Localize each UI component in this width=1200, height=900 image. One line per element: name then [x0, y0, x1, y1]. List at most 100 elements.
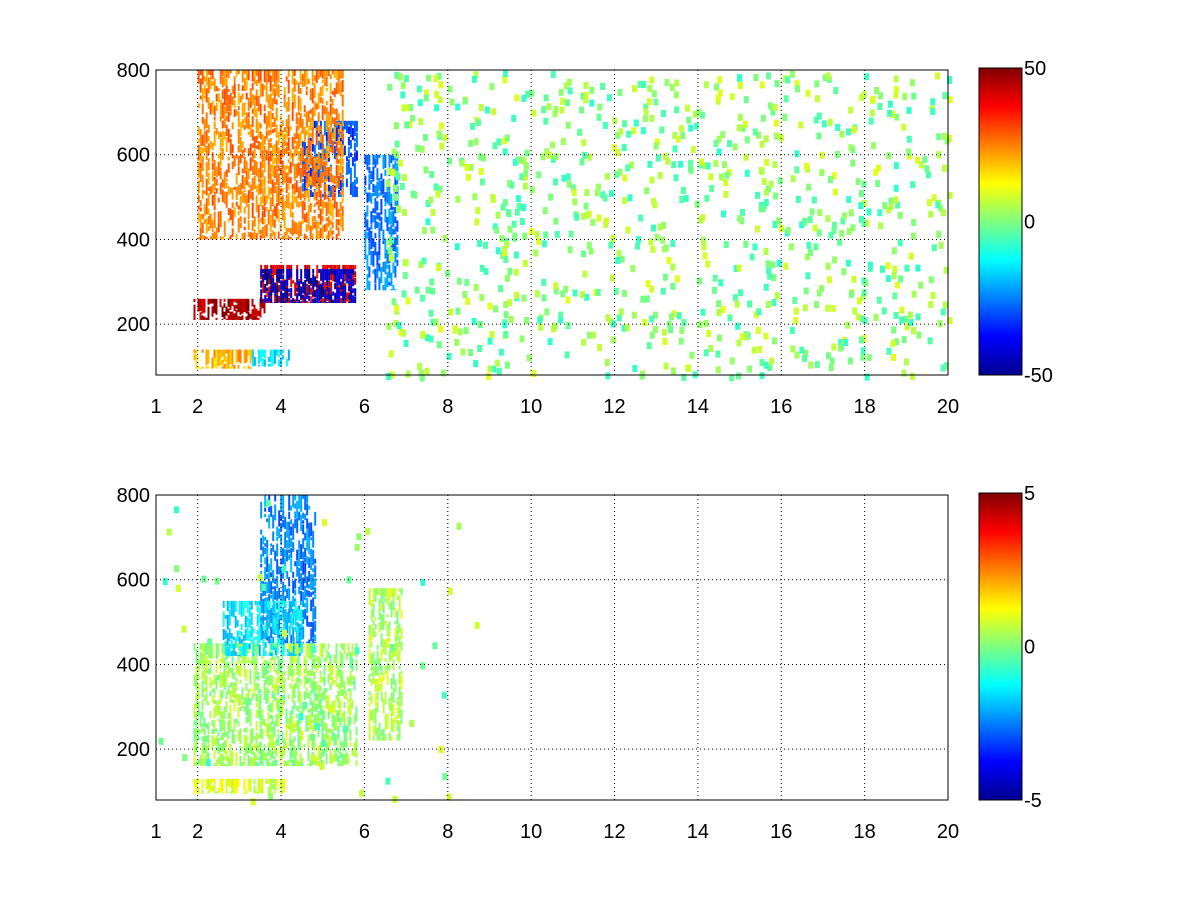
- heatmap-cell: [316, 289, 319, 303]
- heatmap-cell: [380, 198, 383, 215]
- heatmap-cell: [211, 152, 214, 162]
- heatmap-cell: [248, 600, 251, 606]
- heatmap-cell: [223, 131, 226, 140]
- heatmap-cell: [392, 154, 395, 161]
- heatmap-cell: [247, 365, 250, 369]
- heatmap-cell: [384, 202, 387, 207]
- heatmap-cell: [292, 495, 295, 508]
- x-tick-label: 1: [150, 396, 161, 418]
- heatmap-cell: [225, 701, 228, 712]
- heatmap-cell: [342, 725, 348, 733]
- heatmap-cell: [311, 645, 317, 653]
- heatmap-cell: [470, 122, 476, 130]
- heatmap-cell: [826, 352, 831, 360]
- heatmap-cell: [908, 252, 914, 260]
- heatmap-cell: [199, 207, 202, 212]
- heatmap-cell: [329, 82, 332, 95]
- heatmap-cell: [798, 121, 804, 129]
- heatmap-cell: [370, 171, 373, 179]
- heatmap-cell: [382, 229, 385, 241]
- heatmap-cell: [315, 182, 318, 190]
- heatmap-cell: [213, 749, 216, 760]
- heatmap-cell: [355, 737, 358, 751]
- heatmap-cell: [630, 265, 636, 273]
- heatmap-cell: [526, 354, 532, 362]
- heatmap-cell: [468, 163, 474, 171]
- heatmap-cell: [370, 600, 373, 608]
- heatmap-cell: [300, 269, 303, 284]
- heatmap-cell: [314, 276, 317, 287]
- heatmap-cell: [203, 130, 206, 148]
- heatmap-cell: [618, 128, 624, 136]
- heatmap-cell: [213, 793, 216, 794]
- heatmap-cell: [278, 566, 281, 575]
- heatmap-cell: [374, 631, 377, 637]
- heatmap-cell: [625, 164, 631, 172]
- heatmap-cell: [302, 512, 305, 519]
- heatmap-cell: [886, 152, 892, 160]
- heatmap-cell: [219, 137, 222, 151]
- heatmap-cell: [448, 308, 454, 316]
- heatmap-cell: [394, 627, 397, 638]
- heatmap-cell: [227, 756, 230, 767]
- heatmap-cell: [286, 612, 289, 623]
- heatmap-cell: [289, 643, 292, 653]
- heatmap-cell: [260, 621, 263, 625]
- heatmap-cell: [213, 674, 216, 685]
- heatmap-cell: [205, 778, 208, 790]
- heatmap-cell: [207, 701, 210, 706]
- heatmap-cell: [251, 83, 254, 91]
- heatmap-cell: [273, 70, 276, 84]
- heatmap-cell: [199, 227, 202, 240]
- heatmap-cell: [207, 722, 210, 734]
- heatmap-cell: [312, 622, 315, 638]
- heatmap-cell: [376, 251, 379, 266]
- heatmap-cell: [435, 264, 441, 272]
- heatmap-cell: [825, 262, 831, 270]
- heatmap-cell: [495, 247, 501, 255]
- heatmap-cell: [312, 298, 315, 303]
- heatmap-cell: [321, 172, 324, 183]
- plot-frame: [155, 69, 949, 376]
- heatmap-cell: [392, 795, 398, 803]
- heatmap-cell: [299, 764, 302, 767]
- heatmap-cell: [261, 760, 264, 767]
- heatmap-cell: [300, 609, 303, 622]
- heatmap-cell: [228, 628, 231, 641]
- heatmap-cell: [311, 759, 314, 766]
- heatmap-cell: [382, 728, 385, 741]
- heatmap-cell: [382, 240, 385, 245]
- heatmap-cell: [262, 626, 265, 631]
- heatmap-cell: [325, 202, 328, 216]
- heatmap-cell: [264, 514, 267, 518]
- heatmap-cell: [351, 681, 354, 685]
- heatmap-cell: [211, 643, 214, 660]
- heatmap-cell: [237, 205, 240, 210]
- heatmap-cell: [261, 170, 264, 178]
- heatmap-cell: [293, 756, 296, 767]
- heatmap-cell: [263, 85, 266, 90]
- heatmap-cell: [384, 597, 387, 602]
- heatmap-cell: [374, 724, 377, 737]
- heatmap-cell: [249, 313, 252, 319]
- heatmap-cell: [203, 735, 209, 743]
- heatmap-cell: [221, 653, 224, 664]
- colorbar-tick-label: -5: [1024, 790, 1042, 812]
- heatmap-cell: [303, 113, 306, 117]
- heatmap-cell: [275, 70, 278, 81]
- heatmap-cell: [262, 639, 265, 647]
- heatmap-cell: [295, 757, 298, 767]
- heatmap-cell: [303, 202, 306, 211]
- heatmap-cell: [848, 106, 854, 114]
- heatmap-cell: [269, 110, 272, 123]
- heatmap-cell: [812, 224, 818, 232]
- heatmap-cell: [508, 316, 514, 323]
- heatmap-cell: [894, 113, 900, 121]
- heatmap-cell: [280, 615, 283, 620]
- heatmap-cell: [456, 277, 462, 285]
- heatmap-cell: [219, 70, 222, 84]
- heatmap-cell: [201, 670, 204, 680]
- heatmap-cell: [909, 79, 915, 87]
- heatmap-cell: [249, 729, 252, 742]
- heatmap-cell: [229, 682, 232, 687]
